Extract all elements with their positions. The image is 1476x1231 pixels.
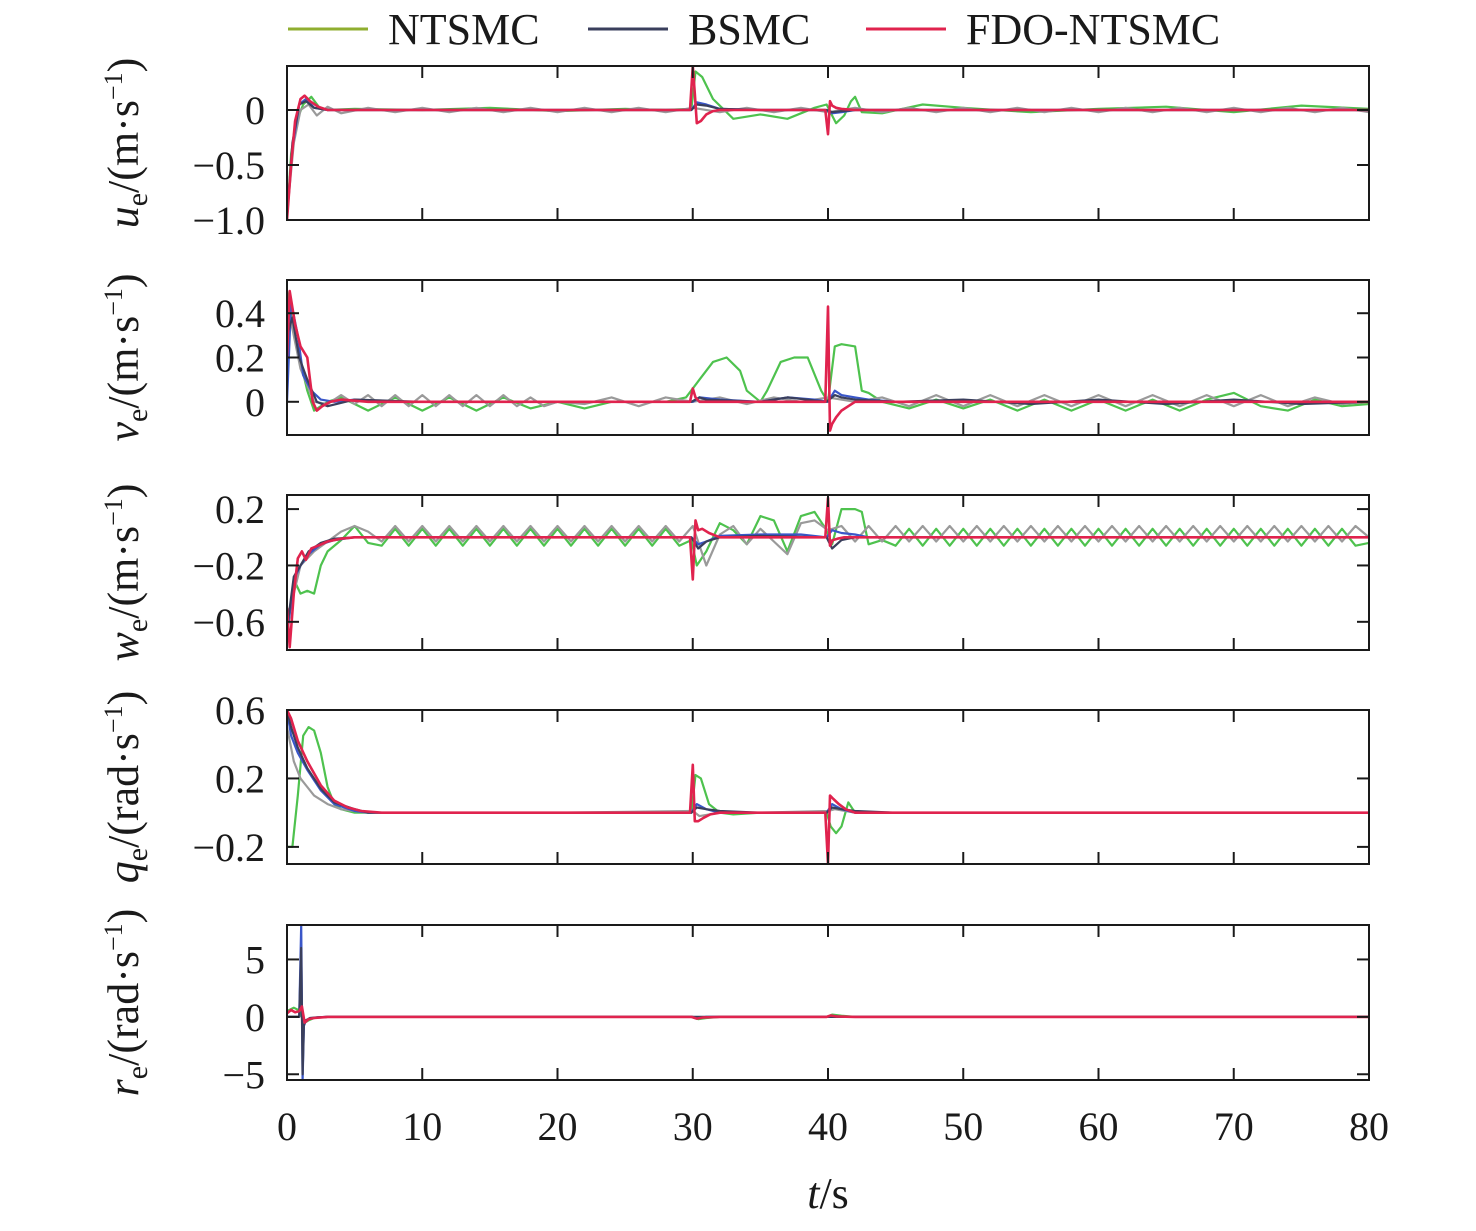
y-axis-label: ve/(m·s−1) (99, 273, 154, 441)
y-axis-label-unit: /(m·s (99, 316, 148, 409)
y-tick-label: −1.0 (192, 198, 265, 243)
panel-5: 5 0 −5 re/(rad·s−1) (99, 909, 1370, 1097)
panel-3: 0.2 −0.2 −0.6 we/(m·s−1) (99, 484, 1370, 662)
y-axis-label-close: ) (99, 909, 148, 924)
y-axis-label-close: ) (99, 58, 148, 73)
x-axis-label: t/s (807, 1169, 849, 1218)
series-line-green (287, 726, 1369, 848)
x-axis-label-unit: /s (819, 1169, 848, 1218)
y-axis-label-sub: e (121, 193, 154, 206)
y-axis-label-unit: /(rad·s (99, 951, 148, 1066)
x-tick-label: 10 (402, 1104, 442, 1149)
legend-item-fdo-ntsmc: FDO-NTSMC (866, 5, 1220, 54)
x-tick-label: 60 (1079, 1104, 1119, 1149)
x-axis-label-var: t (807, 1169, 821, 1218)
y-axis-label-unit: /(rad·s (99, 733, 148, 848)
y-axis-label-sub: e (121, 1066, 154, 1079)
y-axis-label-var: w (99, 631, 148, 661)
y-axis-label-sub: e (121, 848, 154, 861)
x-tick-label: 30 (673, 1104, 713, 1149)
series-group (287, 496, 1369, 649)
y-axis-label: qe/(rad·s−1) (99, 691, 154, 884)
y-axis-label-sup: −1 (99, 705, 128, 733)
y-axis-label-var: v (99, 422, 148, 442)
series-line-fdo-ntsmc (287, 1005, 1369, 1024)
panel-frame (286, 65, 1370, 221)
y-axis-label-var: r (99, 1078, 148, 1096)
series-line-blue (287, 925, 1369, 1080)
y-tick-label: 0 (245, 88, 265, 133)
series-line-bsmc (287, 316, 1369, 408)
y-axis-label: re/(rad·s−1) (99, 909, 154, 1097)
y-tick-label: −0.6 (192, 600, 265, 645)
series-line-bsmc (287, 946, 1369, 1076)
series-group (287, 925, 1369, 1080)
legend-item-bsmc: BSMC (588, 5, 810, 54)
y-axis-label-var: q (99, 861, 148, 883)
series-line-blue (287, 710, 1369, 814)
y-axis-label-sup: −1 (99, 923, 128, 951)
y-tick-label: 5 (245, 937, 265, 982)
panel-2: 0.40.20 ve/(m·s−1) (99, 273, 1370, 442)
series-line-bsmc (287, 710, 1369, 814)
series-line-fdo-ntsmc (287, 710, 1369, 864)
series-line-blue (287, 529, 1369, 637)
series-line-bsmc (287, 534, 1369, 630)
y-tick-label: 0.2 (215, 336, 265, 381)
series-line-fdo-ntsmc (287, 66, 1369, 220)
panel-4: 0.6 0.2 −0.2 qe/(rad·s−1) (99, 688, 1370, 884)
series-line-green (287, 290, 1369, 412)
x-tick-label: 70 (1214, 1104, 1254, 1149)
y-axis-label-unit: /(m·s (99, 100, 148, 193)
y-tick-label: 0.2 (215, 487, 265, 532)
y-tick-label: 0 (245, 380, 265, 425)
legend-item-ntsmc: NTSMC (288, 5, 540, 54)
y-tick-label: −0.5 (192, 143, 265, 188)
y-axis-label-sup: −1 (99, 72, 128, 100)
y-tick-label: 0 (245, 995, 265, 1040)
x-tick-label: 0 (277, 1104, 297, 1149)
y-tick-label: 0.4 (215, 291, 265, 336)
y-axis-label-sub: e (121, 409, 154, 422)
series-line-fdo-ntsmc (287, 496, 1369, 649)
y-axis-label-close: ) (99, 691, 148, 706)
panel-1: 0 −0.5 −1.0 ue/(m·s−1) (99, 58, 1370, 243)
x-tick-label: 50 (943, 1104, 983, 1149)
series-group (287, 289, 1369, 432)
y-axis-label-unit: /(m·s (99, 526, 148, 619)
y-axis-label-close: ) (99, 273, 148, 288)
y-axis-label-sup: −1 (99, 288, 128, 316)
y-tick-label: −5 (222, 1052, 265, 1097)
series-line-green (287, 508, 1369, 637)
series-line-green (287, 70, 1369, 220)
y-tick-label: −0.2 (192, 543, 265, 588)
y-axis-label-sub: e (121, 619, 154, 632)
y-tick-label: 0.2 (215, 756, 265, 801)
y-axis-label-var: u (99, 206, 148, 228)
x-tick-label: 20 (538, 1104, 578, 1149)
legend-label: NTSMC (388, 5, 540, 54)
x-tick-label: 40 (808, 1104, 848, 1149)
y-axis-label: we/(m·s−1) (99, 484, 154, 662)
series-group (287, 66, 1369, 220)
y-tick-label: 0.6 (215, 688, 265, 733)
y-axis-label-sup: −1 (99, 498, 128, 526)
legend-label: FDO-NTSMC (966, 5, 1220, 54)
series-line-gray (287, 726, 1369, 818)
series-line-fdo-ntsmc (287, 289, 1369, 432)
series-group (287, 710, 1369, 864)
x-tick-label: 80 (1349, 1104, 1389, 1149)
y-axis-label: ue/(m·s−1) (99, 58, 154, 229)
y-axis-label-close: ) (99, 484, 148, 499)
panel-frame (286, 924, 1370, 1081)
y-tick-label: −0.2 (192, 825, 265, 870)
legend-label: BSMC (688, 5, 810, 54)
